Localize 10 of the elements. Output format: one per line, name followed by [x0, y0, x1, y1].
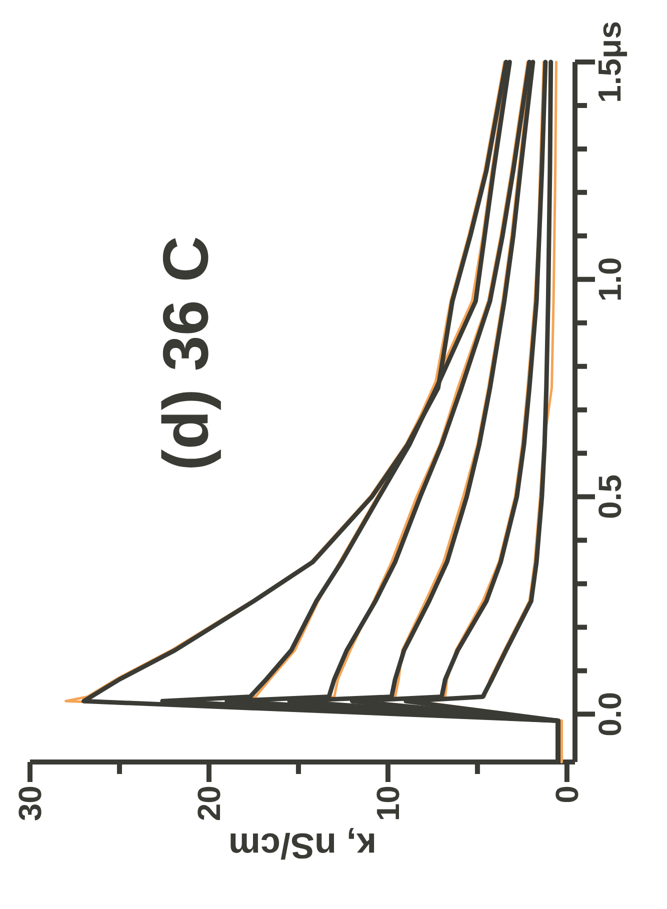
y-tick-label: 1.0	[598, 258, 622, 300]
x-tick-label: 30	[18, 786, 42, 820]
x-tick-label: 20	[198, 786, 220, 820]
y-tick-label: 0.0	[598, 693, 622, 736]
x-tick-label: 10	[376, 786, 400, 820]
x-tick-label: 0	[556, 786, 578, 802]
text: (d) 36 C	[161, 238, 221, 468]
y-tick-label: 0.5	[598, 475, 622, 518]
x-axis-title: κ, nS/cm	[230, 828, 374, 860]
y-tick-label: 1.5μs	[598, 22, 628, 101]
